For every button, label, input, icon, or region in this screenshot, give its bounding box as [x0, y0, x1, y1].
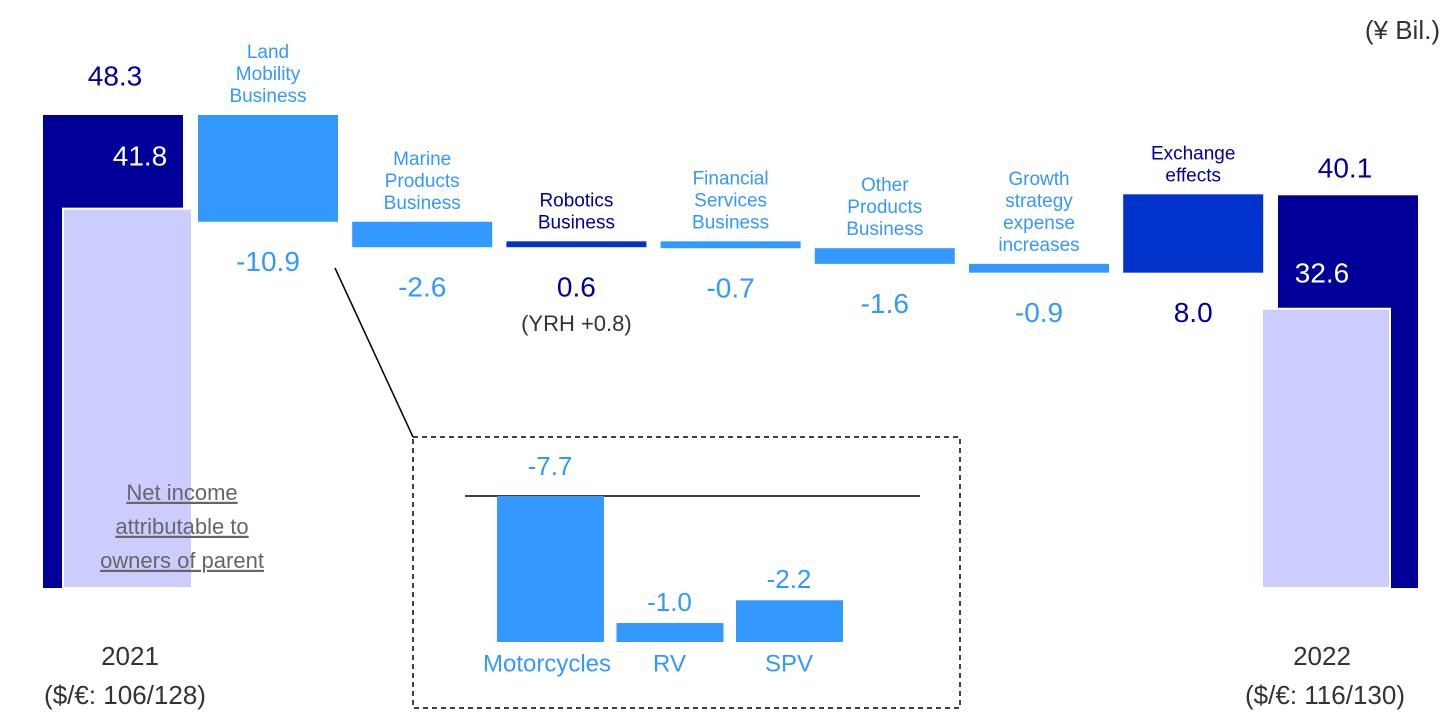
category-label: Growth	[1008, 169, 1069, 190]
category-label: Other	[861, 175, 909, 196]
category-label: Business	[229, 86, 306, 107]
category-label: Products	[847, 197, 922, 218]
category-label: increases	[998, 235, 1079, 256]
rate-label: ($/€: 106/128)	[44, 680, 206, 710]
net-income-caption: owners of parent	[100, 548, 264, 573]
breakdown-connector	[334, 267, 414, 438]
category-label: Business	[384, 193, 461, 214]
category-label: Exchange	[1151, 143, 1236, 164]
category-label: Products	[385, 171, 460, 192]
net-income-label: 32.6	[1295, 257, 1350, 288]
net-income-bar	[1261, 307, 1391, 589]
value-label: -0.9	[1015, 297, 1063, 328]
category-label: Land	[247, 42, 289, 63]
total-label: 40.1	[1318, 152, 1373, 183]
category-label: Marine	[393, 149, 451, 170]
unit-label: (¥ Bil.)	[1365, 15, 1440, 45]
category-label: Mobility	[236, 64, 301, 85]
category-label: Business	[538, 212, 615, 233]
step-bar	[969, 263, 1109, 273]
breakdown-bar	[497, 496, 604, 642]
category-label: strategy	[1005, 191, 1073, 212]
breakdown-category-label: Motorcycles	[483, 650, 611, 677]
value-label: 0.6	[557, 272, 596, 303]
step-bar	[814, 248, 955, 264]
category-label: Financial	[693, 168, 769, 189]
step-bar	[506, 241, 647, 248]
net-income-caption: Net income	[126, 480, 237, 505]
breakdown-bar	[736, 600, 843, 642]
total-label: 48.3	[88, 60, 143, 91]
value-label: -10.9	[236, 246, 300, 277]
breakdown-value-label: -1.0	[647, 587, 692, 617]
rate-label: ($/€: 116/130)	[1245, 680, 1405, 710]
category-label: expense	[1003, 213, 1075, 234]
year-label: 2021	[101, 641, 159, 671]
breakdown-value-label: -7.7	[528, 451, 573, 481]
net-income-bar	[62, 207, 193, 590]
step-bar	[1123, 194, 1264, 273]
breakdown-category-label: SPV	[765, 650, 813, 677]
value-label: -1.6	[861, 288, 909, 319]
step-bar	[352, 221, 493, 248]
breakdown-category-label: RV	[653, 650, 686, 677]
net-income-label: 41.8	[113, 140, 168, 171]
net-income-caption: attributable to	[115, 514, 248, 539]
annotation: (YRH +0.8)	[521, 311, 632, 336]
value-label: -0.7	[706, 273, 754, 304]
step-bar	[660, 241, 801, 249]
category-label: Business	[692, 212, 769, 233]
breakdown-value-label: -2.2	[767, 564, 812, 594]
value-label: -2.6	[398, 272, 446, 303]
breakdown-frame	[412, 436, 961, 709]
step-bar	[198, 115, 338, 222]
category-label: Robotics	[539, 190, 613, 211]
value-label: 8.0	[1174, 297, 1213, 328]
category-label: effects	[1165, 165, 1221, 186]
category-label: Business	[846, 219, 923, 240]
category-label: Services	[694, 190, 767, 211]
year-label: 2022	[1293, 641, 1351, 671]
breakdown-bar	[616, 623, 724, 642]
